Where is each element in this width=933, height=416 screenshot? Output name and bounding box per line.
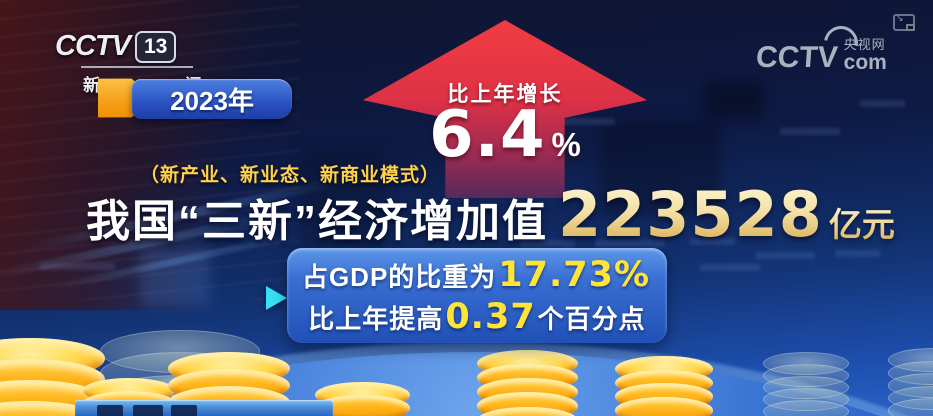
pointer-triangle-icon xyxy=(266,286,287,310)
coin xyxy=(615,397,713,416)
coin xyxy=(477,406,578,416)
gdp-increase-value: 0.37 xyxy=(445,296,536,337)
ticker-row xyxy=(595,240,665,247)
headline-value: 223528 xyxy=(558,178,823,251)
percent-sign: % xyxy=(551,126,581,163)
logo-divider-line xyxy=(81,66,193,68)
pip-inner-box xyxy=(906,24,915,31)
pip-icon[interactable]: ↘ xyxy=(893,13,915,31)
gdp-line-2: 比上年提高 0.37 个百分点 xyxy=(308,297,645,337)
cctv13-wordmark-row: CCTV 13 xyxy=(55,30,242,63)
year-badge: 2023年 xyxy=(98,72,293,124)
ticker-row xyxy=(835,250,880,257)
coin-stack xyxy=(888,348,933,416)
background-building xyxy=(705,82,763,117)
lower-third-banner xyxy=(75,400,333,416)
background-panel xyxy=(140,248,210,306)
growth-arrow: 比上年增长 6.4% xyxy=(363,20,647,198)
ticker-row xyxy=(520,240,575,247)
growth-label: 比上年增长 xyxy=(447,83,563,106)
background-building xyxy=(300,150,385,250)
gdp-line-1: 占GDP的比重为 17.73% xyxy=(302,255,652,295)
growth-value: 6.4% xyxy=(363,98,647,172)
headline: 我国“三新”经济增加值 223528 亿元 xyxy=(86,178,895,251)
site-domain: com xyxy=(843,51,887,74)
headline-unit: 亿元 xyxy=(829,198,895,246)
coin xyxy=(888,398,933,416)
ticker-row xyxy=(40,263,115,270)
ticker-row xyxy=(780,128,840,135)
coin xyxy=(763,400,849,416)
ticker-row xyxy=(755,252,815,259)
cctv-com-logo: CCTV 央视网 com xyxy=(755,19,887,74)
cctv-com-text-column: 央视网 com xyxy=(844,38,887,73)
cctv-wordmark: CCTV xyxy=(55,30,131,62)
headline-subtitle: （新产业、新业态、新商业模式） xyxy=(140,165,441,186)
pip-arrow-glyph: ↘ xyxy=(896,13,904,23)
coin xyxy=(315,395,410,416)
growth-percent-number: 6.4 xyxy=(429,98,546,172)
channel-number-badge: 13 xyxy=(134,30,177,63)
coin-stack xyxy=(315,382,410,416)
gdp-increase-label: 比上年提高 xyxy=(308,303,444,334)
ticker-row xyxy=(560,118,615,125)
gdp-increase-suffix: 个百分点 xyxy=(537,303,646,334)
site-name-cn: 央视网 xyxy=(843,37,886,52)
coin-stack xyxy=(615,356,713,416)
ticker-row xyxy=(860,100,905,107)
ticker-row xyxy=(700,264,760,271)
coin-stack xyxy=(477,350,578,416)
gdp-stat-box: 占GDP的比重为 17.73% 比上年提高 0.37 个百分点 xyxy=(287,248,667,343)
coin-stack xyxy=(763,352,849,416)
gdp-share-value: 17.73% xyxy=(498,254,651,295)
headline-title: 我国“三新”经济增加值 xyxy=(86,197,548,246)
year-pill: 2023年 xyxy=(132,79,292,119)
gdp-share-label: 占GDP的比重为 xyxy=(301,261,497,292)
ticker-row xyxy=(690,238,735,245)
background-building xyxy=(600,120,720,215)
year-label: 2023年 xyxy=(170,85,254,116)
